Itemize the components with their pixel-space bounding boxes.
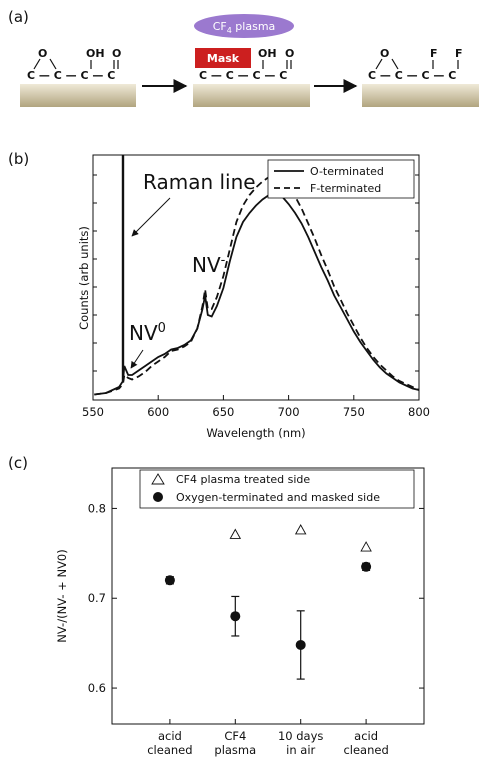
mask-label: Mask [207,52,240,65]
plot-c-ylabel: NV-/(NV- + NV0) [55,549,69,642]
epoxide-bond-right [391,58,399,70]
x-tick-label: 550 [82,405,104,419]
hydroxyl-group: OH [258,47,277,60]
y-tick-label: 0.6 [88,681,106,695]
x-tick-label: 650 [212,405,234,419]
oxygen-terminated-point [164,575,175,586]
carbonyl-oxygen: O [112,47,121,60]
series-f-terminated-line [94,174,420,396]
legend-f-terminated-label: F-terminated [310,182,381,195]
fluorine-1: F [430,47,438,60]
epoxide-bond-left [375,58,383,70]
molecule-middle: C — C — C — C OH O [199,47,294,82]
mask-block [195,48,251,68]
plot-b-ylabel: Counts (arb units) [77,226,91,330]
plot-c-points [164,524,372,680]
cf4-treated-point [229,528,242,539]
epoxide-oxygen: O [38,47,47,60]
plasma-label: CF4 plasma [213,20,276,35]
substrate-right [362,84,479,107]
molecule-left: C — C — C — C O OH O [27,47,121,82]
legend-filled-circle-icon [153,492,163,502]
y-tick-label: 0.7 [88,591,106,605]
cf4-plasma-ellipse [194,14,294,38]
molecule-right: C — C — C — C O F F [368,47,463,82]
panel-b: (b) 550 600 650 700 750 800 Wavelength (nm) C… [8,150,430,440]
carbon-chain: C — C — C — C [199,69,287,82]
plot-b-legend [267,159,415,199]
plot-c-legend [139,469,415,509]
oxygen-terminated-point [361,561,372,572]
carbonyl-oxygen: O [285,47,294,60]
carbon-chain: C — C — C — C [27,69,115,82]
plot-b-ticks: 550 600 650 700 750 800 [82,174,430,419]
raman-line-annotation: Raman line [143,170,256,194]
nv-zero-annotation: NV0 [129,321,166,345]
x-category-label: acid cleaned [343,729,388,757]
legend-cf4-label: CF4 plasma treated side [176,473,310,486]
substrate-middle [193,84,310,107]
epoxide-bond-left [33,58,41,70]
nv-zero-arrow [130,349,144,369]
epoxide-oxygen: O [380,47,389,60]
hydroxyl-group: OH [86,47,105,60]
plot-c-frame [111,467,425,725]
x-tick-label: 600 [147,405,169,419]
nv-minus-annotation: NV- [192,253,226,277]
x-tick-label: 750 [343,405,365,419]
legend-o-terminated-label: O-terminated [310,165,384,178]
x-tick-label: 700 [278,405,300,419]
x-category-label: CF4 plasma [214,729,256,757]
oxygen-terminated-point [230,611,241,622]
substrate-left [20,84,136,107]
legend-open-triangle-icon [151,473,165,485]
epoxide-bond-right [49,58,57,70]
y-tick-label: 0.8 [88,501,106,515]
panel-c: (c) 0.6 0.7 0.8 acid cleaned CF4 plasma 10 days… [8,454,425,757]
panel-a-label: (a) [8,8,29,26]
cf4-treated-point [360,541,372,552]
plot-b-xlabel: Wavelength (nm) [206,426,305,440]
panel-a: (a) CF4 plasma Mask C — C — C — C O OH O… [8,8,479,107]
panel-b-label: (b) [8,150,29,168]
fluorine-2: F [455,47,463,60]
panel-c-label: (c) [8,454,28,472]
x-tick-label: 800 [408,405,430,419]
series-o-terminated-line [94,192,420,396]
legend-oxygen-label: Oxygen-terminated and masked side [176,491,380,504]
oxygen-terminated-point [295,639,306,650]
plot-c-ticks: 0.6 0.7 0.8 acid cleaned CF4 plasma 10 days in a… [88,501,424,757]
x-category-label: acid cleaned [147,729,192,757]
carbon-chain: C — C — C — C [368,69,456,82]
plot-b-series [94,155,420,396]
plot-b-frame [92,154,420,401]
raman-arrow [131,197,171,237]
x-category-label: 10 days in air [278,729,323,757]
cf4-treated-point [294,524,307,535]
